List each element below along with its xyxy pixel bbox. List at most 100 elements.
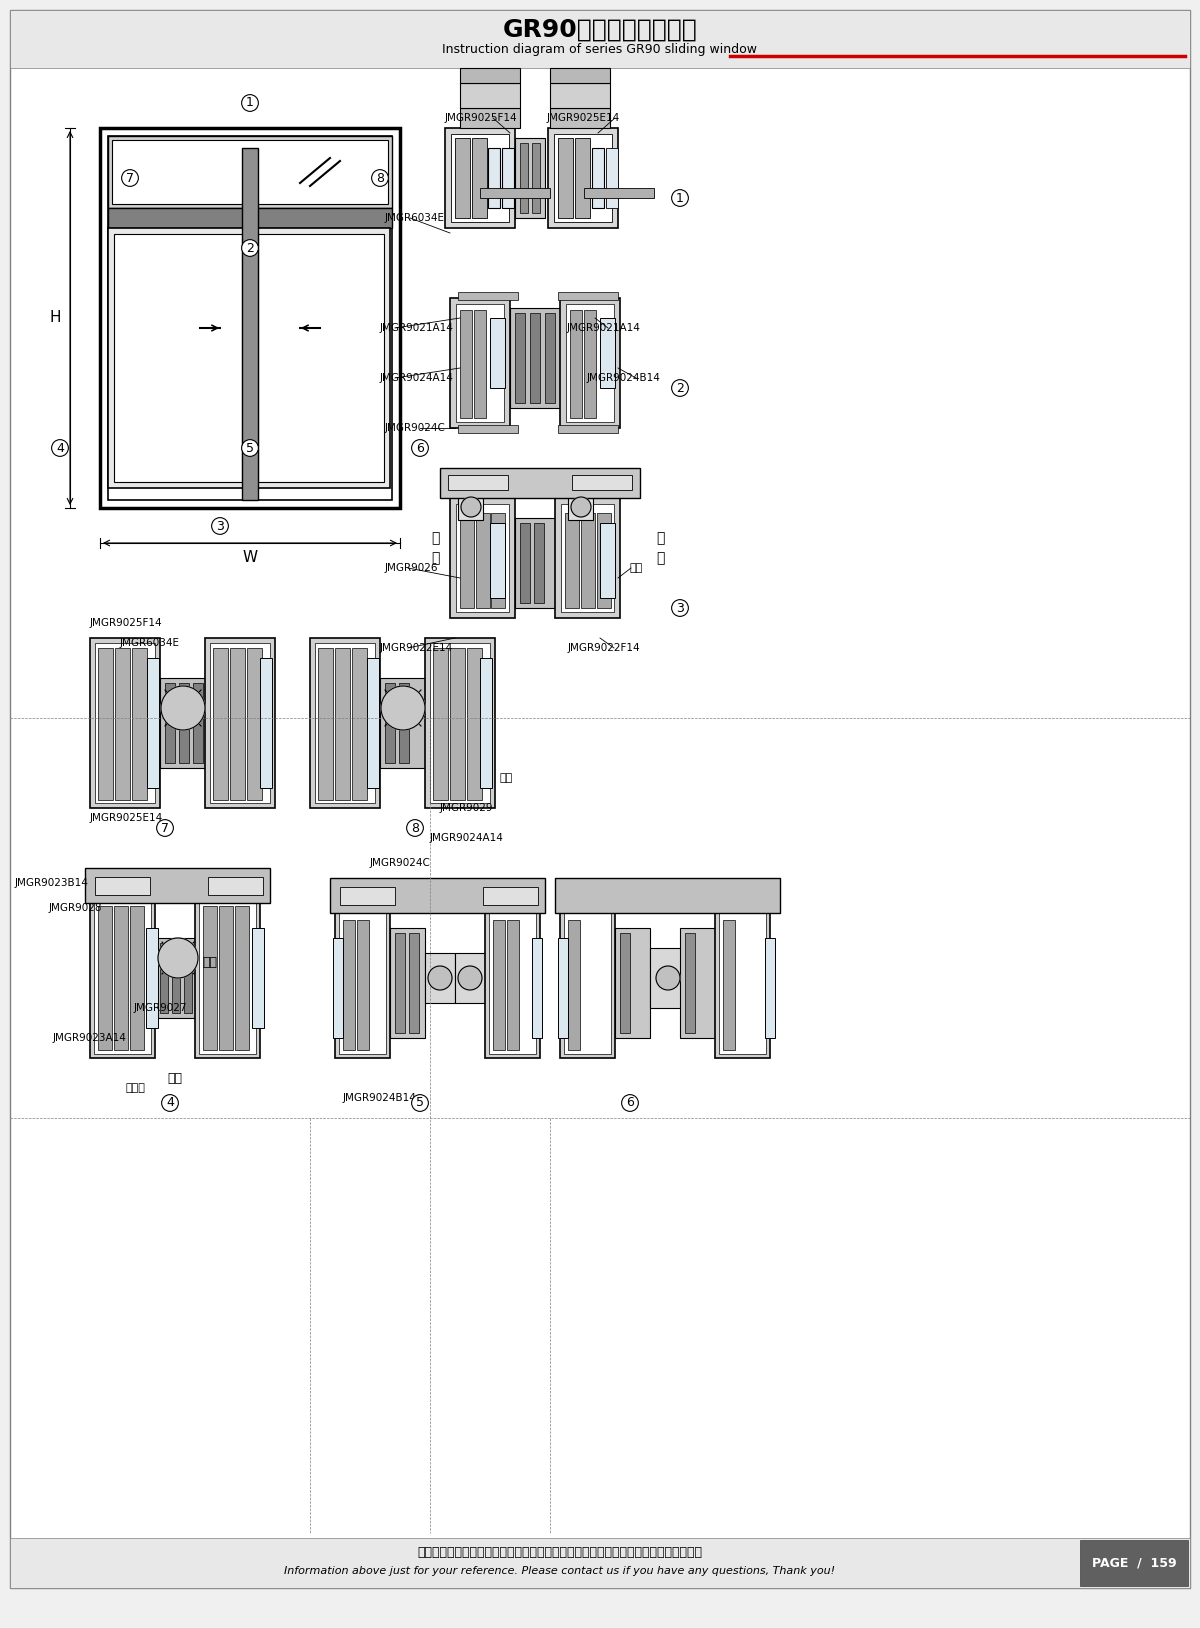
Text: 室
内: 室 内 <box>431 531 439 565</box>
Bar <box>258 234 384 482</box>
Text: JMGR9021A14: JMGR9021A14 <box>380 322 454 334</box>
Bar <box>235 907 250 1050</box>
Bar <box>568 920 580 1050</box>
Bar <box>380 677 425 768</box>
Bar <box>566 304 614 422</box>
Text: 室外: 室外 <box>168 1071 182 1084</box>
Bar <box>719 912 766 1053</box>
Text: JMGR9025F14: JMGR9025F14 <box>445 112 517 124</box>
Bar <box>440 467 640 498</box>
Bar <box>460 513 474 607</box>
Bar <box>108 228 248 488</box>
Bar <box>570 309 582 418</box>
Text: 3: 3 <box>216 519 224 532</box>
Bar <box>310 638 380 807</box>
Text: 室内: 室内 <box>203 957 217 970</box>
Bar <box>184 943 192 1013</box>
Bar <box>472 138 487 218</box>
Bar <box>532 938 542 1039</box>
Bar <box>114 234 242 482</box>
Bar <box>335 908 390 1058</box>
Bar <box>94 902 151 1053</box>
Bar <box>460 107 520 129</box>
Text: JMGR9023B14: JMGR9023B14 <box>16 877 89 887</box>
Bar <box>112 140 388 204</box>
Bar <box>252 228 390 488</box>
Bar <box>367 658 379 788</box>
Bar <box>490 317 505 387</box>
Bar <box>425 638 496 807</box>
Text: W: W <box>242 550 258 565</box>
Bar <box>108 208 392 228</box>
Text: 5: 5 <box>416 1097 424 1110</box>
Bar <box>450 298 510 428</box>
Bar <box>455 952 485 1003</box>
Bar <box>550 107 610 129</box>
Bar <box>98 907 112 1050</box>
Bar <box>558 425 618 433</box>
Bar <box>458 495 482 519</box>
Bar <box>247 648 262 799</box>
Bar <box>385 684 395 764</box>
Bar <box>685 933 695 1034</box>
Text: JMGR9022F14: JMGR9022F14 <box>568 643 640 653</box>
Bar <box>108 137 392 208</box>
Bar <box>560 908 616 1058</box>
Bar <box>502 148 514 208</box>
Bar <box>584 309 596 418</box>
Bar <box>85 868 270 904</box>
Bar <box>194 899 260 1058</box>
Bar <box>490 523 505 597</box>
Bar <box>314 643 374 803</box>
Bar <box>450 648 466 799</box>
Bar <box>203 907 217 1050</box>
Bar <box>430 643 490 803</box>
Text: Information above just for your reference. Please contact us if you have any que: Information above just for your referenc… <box>284 1566 835 1576</box>
Bar <box>132 648 148 799</box>
Bar <box>199 902 256 1053</box>
Bar <box>98 648 113 799</box>
Bar <box>650 947 685 1008</box>
Bar <box>155 938 194 1018</box>
Bar <box>230 648 245 799</box>
Text: H: H <box>49 311 61 326</box>
Text: JMGR9025F14: JMGR9025F14 <box>90 619 163 628</box>
Text: 4: 4 <box>56 441 64 454</box>
Bar <box>252 928 264 1027</box>
Circle shape <box>161 685 205 729</box>
Bar <box>90 899 155 1058</box>
Bar <box>148 658 158 788</box>
Bar <box>100 129 400 508</box>
Text: 3: 3 <box>676 601 684 614</box>
Bar <box>474 309 486 418</box>
Text: GR90系列推拉窗结构图: GR90系列推拉窗结构图 <box>503 18 697 42</box>
Bar <box>260 658 272 788</box>
Bar <box>208 877 263 895</box>
Bar <box>558 138 574 218</box>
Bar <box>90 638 160 807</box>
Bar <box>95 643 155 803</box>
Text: 2: 2 <box>246 241 254 254</box>
Text: 图中所示型材截面、装配、编号、尺寸及重量仅供参考。如有疑问，请向本公司查询。: 图中所示型材截面、装配、编号、尺寸及重量仅供参考。如有疑问，请向本公司查询。 <box>418 1547 702 1560</box>
Bar <box>562 505 614 612</box>
Bar <box>205 638 275 807</box>
Text: JMGR9024B14: JMGR9024B14 <box>343 1092 416 1104</box>
Bar <box>433 648 448 799</box>
Bar <box>343 920 355 1050</box>
Bar <box>508 920 520 1050</box>
Bar <box>515 138 545 218</box>
Text: 6: 6 <box>626 1097 634 1110</box>
Circle shape <box>428 965 452 990</box>
Text: JMGR9021A14: JMGR9021A14 <box>566 322 640 334</box>
Text: 2: 2 <box>676 381 684 394</box>
Text: JMGR9028: JMGR9028 <box>48 904 102 913</box>
Bar <box>1080 1540 1188 1586</box>
Bar <box>584 187 654 199</box>
Bar <box>330 877 545 913</box>
Bar <box>568 495 593 519</box>
Bar <box>554 877 780 913</box>
Bar <box>193 684 203 764</box>
Bar <box>460 83 520 107</box>
Bar <box>554 133 612 221</box>
Bar <box>592 148 604 208</box>
